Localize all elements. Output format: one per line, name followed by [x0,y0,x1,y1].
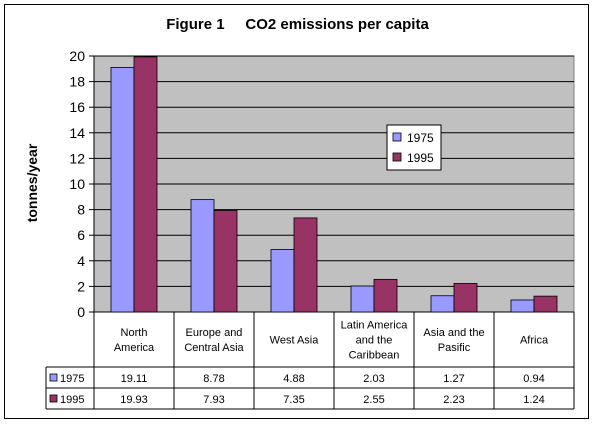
table-value-cell: 4.88 [283,373,304,385]
chart-title: Figure 1 CO2 emissions per capita [166,16,429,33]
bar-1995-0 [133,56,158,313]
x-category-label: Central Asia [184,342,244,354]
bar-1995-2 [293,217,318,313]
y-tick-label: 4 [77,253,85,269]
table-swatch-1995 [49,394,58,403]
x-category-label: Europe and [186,327,243,339]
x-category-label: North [121,327,148,339]
bar-1995-5 [533,295,558,313]
y-tick-label: 10 [69,176,85,192]
bar-1975-5 [510,299,535,313]
y-tick-label: 2 [77,278,85,294]
y-tick-label: 0 [77,304,85,320]
legend-box [386,124,442,171]
bar-1975-1 [190,199,215,313]
bar-1975-0 [110,66,135,313]
table-value-cell: 7.93 [203,394,224,406]
bar-1975-3 [350,285,375,313]
x-category-label: Africa [520,335,549,347]
bar-1995-1 [213,210,238,313]
table-series-label-1995: 1995 [60,394,84,406]
y-tick-label: 6 [77,227,85,243]
table-swatch-1975 [49,373,58,382]
bar-1975-2 [270,249,295,313]
x-category-label: America [114,342,155,354]
table-value-cell: 1.27 [443,373,464,385]
y-tick-label: 16 [69,99,85,115]
y-tick-label: 14 [69,125,85,141]
bar-1995-3 [373,278,398,313]
table-value-cell: 19.11 [121,373,148,385]
y-tick-label: 12 [69,150,85,166]
table-value-cell: 2.55 [363,394,384,406]
bar-1995-4 [453,283,478,313]
x-category-label: West Asia [270,335,320,347]
table-value-cell: 19.93 [120,394,148,406]
y-tick-label: 8 [77,202,85,218]
legend-swatch-1975 [392,132,402,142]
bar-1975-4 [430,295,455,313]
x-category-label: Asia and the [423,327,484,339]
y-tick-label: 20 [69,48,85,64]
table-value-cell: 8.78 [203,373,224,385]
x-category-label: Pasific [438,342,471,354]
table-value-cell: 7.35 [283,394,304,406]
table-value-cell: 2.23 [443,394,464,406]
x-category-label: Latin America [341,320,409,332]
table-value-cell: 2.03 [363,373,384,385]
x-category-label: Caribbean [349,350,400,362]
y-tick-label: 18 [69,74,85,90]
table-value-cell: 0.94 [523,373,544,385]
x-category-label: and the [356,335,393,347]
legend-swatch-1995 [392,152,402,162]
table-series-label-1975: 1975 [60,373,84,385]
legend-label-1995: 1995 [407,151,434,165]
legend-label-1975: 1975 [407,131,434,145]
table-value-cell: 1.24 [523,394,544,406]
